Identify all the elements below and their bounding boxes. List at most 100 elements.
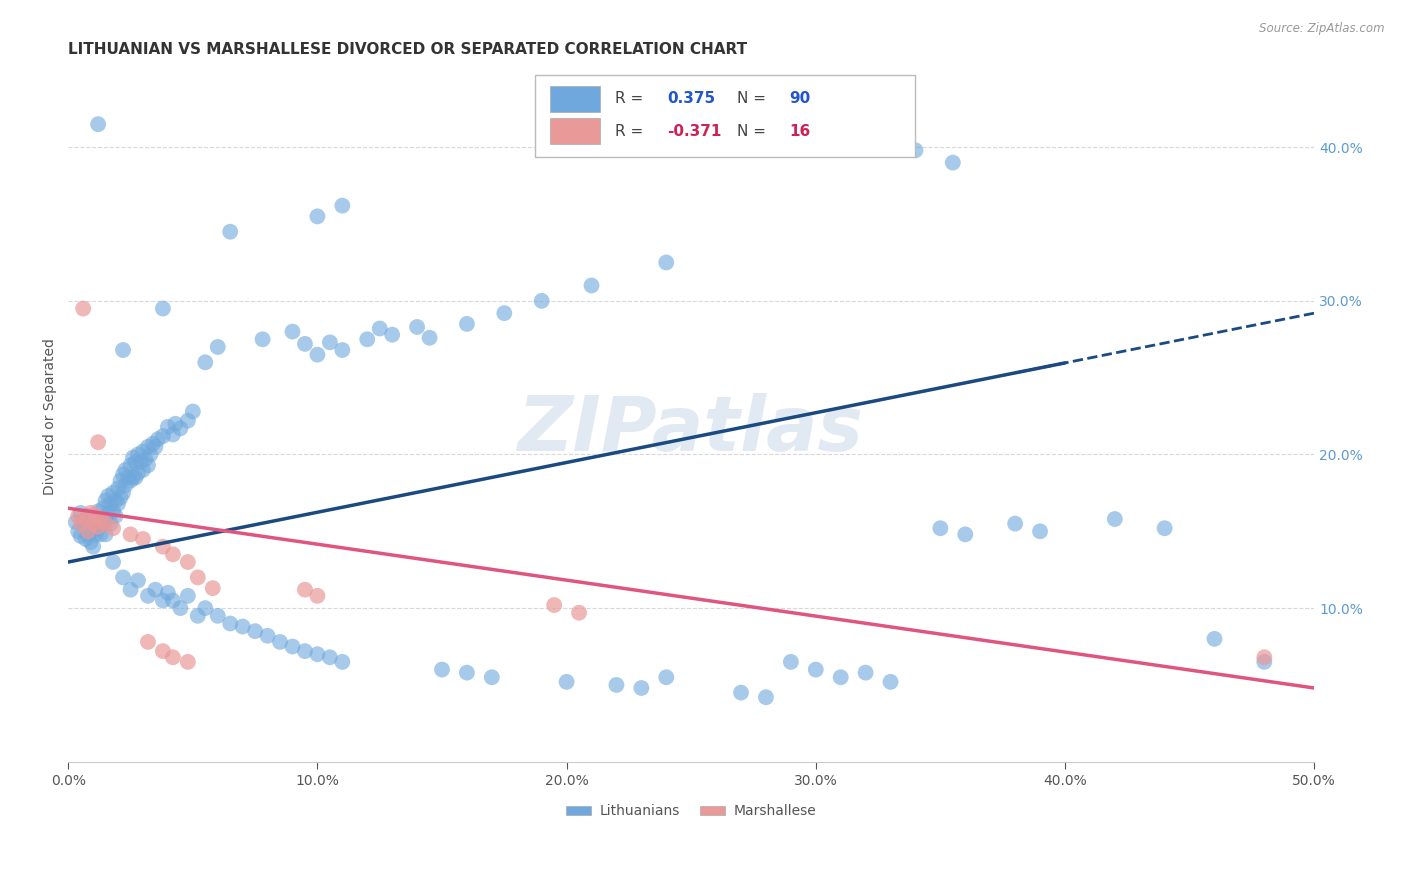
Point: [65, 515, 87, 529]
Point: [129, 455, 152, 469]
Y-axis label: Divorced or Separated: Divorced or Separated: [44, 338, 58, 494]
Point: [90, 512, 112, 526]
Point: [368, 321, 391, 335]
Point: [112, 467, 135, 482]
Point: [107, 497, 129, 511]
FancyBboxPatch shape: [550, 118, 600, 145]
Point: [82, 524, 104, 539]
Point: [430, 663, 453, 677]
Text: -0.371: -0.371: [668, 124, 721, 139]
Point: [879, 674, 901, 689]
Point: [177, 555, 200, 569]
Point: [67, 508, 90, 523]
Point: [494, 306, 516, 320]
Point: [356, 332, 378, 346]
Text: N =: N =: [737, 124, 770, 139]
Point: [91, 501, 114, 516]
Point: [187, 570, 209, 584]
Text: R =: R =: [616, 91, 648, 106]
Point: [90, 527, 112, 541]
Point: [97, 506, 120, 520]
Text: LITHUANIAN VS MARSHALLESE DIVORCED OR SEPARATED CORRELATION CHART: LITHUANIAN VS MARSHALLESE DIVORCED OR SE…: [69, 42, 748, 57]
Text: 90: 90: [790, 91, 811, 106]
Point: [132, 532, 155, 546]
Point: [112, 486, 135, 500]
Point: [730, 685, 752, 699]
Point: [294, 644, 316, 658]
Point: [136, 635, 159, 649]
Point: [162, 593, 184, 607]
Point: [124, 455, 146, 469]
Point: [162, 650, 184, 665]
Point: [177, 414, 200, 428]
Point: [77, 527, 100, 541]
Point: [132, 463, 155, 477]
Point: [120, 527, 142, 541]
Point: [94, 516, 117, 531]
Point: [319, 335, 342, 350]
Legend: Lithuanians, Marshallese: Lithuanians, Marshallese: [561, 799, 823, 824]
Point: [855, 665, 877, 680]
Point: [655, 670, 678, 684]
Point: [294, 337, 316, 351]
Point: [75, 512, 97, 526]
Point: [67, 524, 90, 539]
Point: [830, 670, 852, 684]
Point: [87, 521, 110, 535]
Point: [79, 506, 101, 520]
Point: [87, 504, 110, 518]
Point: [530, 293, 553, 308]
Point: [69, 529, 91, 543]
Point: [1029, 524, 1052, 539]
Point: [165, 417, 187, 431]
Point: [114, 478, 136, 492]
Point: [107, 481, 129, 495]
Point: [122, 450, 145, 465]
Point: [82, 512, 104, 526]
Point: [127, 448, 149, 462]
Point: [1004, 516, 1026, 531]
Point: [307, 348, 329, 362]
Point: [256, 629, 278, 643]
Point: [243, 624, 266, 639]
Text: 16: 16: [790, 124, 811, 139]
Point: [110, 474, 132, 488]
Text: ZIPatlas: ZIPatlas: [519, 392, 865, 467]
Point: [194, 355, 217, 369]
Point: [156, 586, 179, 600]
Point: [127, 466, 149, 480]
Point: [79, 535, 101, 549]
Point: [201, 581, 224, 595]
Point: [132, 444, 155, 458]
Text: Source: ZipAtlas.com: Source: ZipAtlas.com: [1260, 22, 1385, 36]
Point: [904, 144, 927, 158]
Point: [101, 486, 124, 500]
Point: [942, 155, 965, 169]
Point: [152, 429, 174, 443]
Point: [87, 117, 110, 131]
Point: [136, 458, 159, 473]
Point: [112, 570, 135, 584]
Point: [136, 589, 159, 603]
Point: [145, 582, 167, 597]
Point: [330, 343, 353, 357]
Point: [406, 320, 429, 334]
Point: [330, 655, 353, 669]
Point: [194, 601, 217, 615]
Point: [77, 508, 100, 523]
Text: 0.375: 0.375: [668, 91, 716, 106]
Point: [122, 470, 145, 484]
Text: R =: R =: [616, 124, 648, 139]
Point: [94, 527, 117, 541]
Point: [69, 506, 91, 520]
Point: [94, 512, 117, 526]
Point: [127, 574, 149, 588]
Point: [104, 493, 127, 508]
Point: [120, 458, 142, 473]
Point: [187, 608, 209, 623]
Point: [605, 678, 627, 692]
Point: [232, 619, 254, 633]
Point: [162, 427, 184, 442]
Point: [804, 663, 827, 677]
Point: [72, 516, 94, 531]
